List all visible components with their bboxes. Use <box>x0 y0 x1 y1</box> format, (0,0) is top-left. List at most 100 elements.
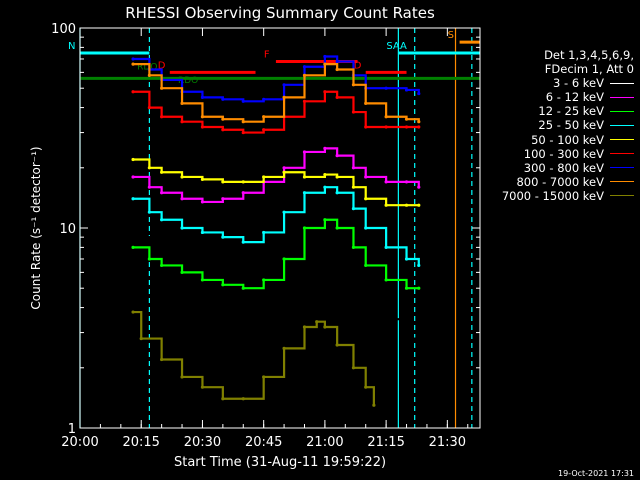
data-point <box>417 120 421 124</box>
y-axis-label: Count Rate (s⁻¹ detector⁻¹) <box>29 146 43 309</box>
data-point <box>351 166 356 170</box>
chart-title: RHESSI Observing Summary Count Rates <box>125 4 435 22</box>
data-point <box>131 175 135 179</box>
data-point <box>404 180 409 184</box>
data-point <box>147 257 151 261</box>
data-point <box>404 117 409 121</box>
flag-annotation: RDO <box>137 63 157 73</box>
data-point <box>282 170 286 174</box>
data-point <box>323 325 327 329</box>
y-tick-label: 10 <box>59 222 76 237</box>
data-point <box>180 175 184 179</box>
legend-swatch <box>610 153 634 155</box>
data-point <box>282 257 286 261</box>
legend-header-line-2: FDecim 1, Att 0 <box>544 62 634 77</box>
data-point <box>221 283 225 287</box>
x-tick-label: 21:15 <box>367 435 404 450</box>
data-point <box>364 286 368 290</box>
data-point <box>351 245 356 249</box>
data-point <box>335 175 339 179</box>
flag-label: D <box>354 60 362 71</box>
data-point <box>241 120 245 124</box>
data-point <box>323 90 327 94</box>
series-25-50keV <box>131 185 421 268</box>
data-point <box>351 83 356 87</box>
data-point <box>384 86 388 90</box>
series-100-300keV <box>131 90 421 135</box>
data-point <box>241 191 245 195</box>
data-point <box>384 278 388 282</box>
legend-header-line-1: Det 1,3,4,5,6,9, <box>544 48 634 62</box>
legend-swatch <box>610 110 634 112</box>
legend-label: 6 - 12 keV <box>545 90 604 105</box>
legend-item: 6 - 12 keV <box>434 90 634 104</box>
legend-item: 12 - 25 keV <box>434 104 634 118</box>
data-point <box>180 270 184 274</box>
legend-swatch <box>610 139 634 141</box>
data-point <box>147 73 151 77</box>
data-point <box>200 115 205 119</box>
x-tick-label: 20:45 <box>245 435 282 450</box>
legend-label: 7000 - 15000 keV <box>501 188 604 203</box>
data-point <box>262 128 266 132</box>
legend-swatch <box>610 181 634 183</box>
data-point <box>335 95 339 99</box>
legend-label: 800 - 7000 keV <box>516 174 604 189</box>
series-3-6keV <box>131 200 421 347</box>
legend-swatch <box>610 195 634 197</box>
legend-item: 300 - 800 keV <box>434 161 634 175</box>
data-point <box>351 207 356 211</box>
data-point <box>302 65 307 69</box>
data-point <box>323 54 327 59</box>
data-point <box>302 73 307 77</box>
data-point <box>417 91 421 96</box>
data-point <box>241 286 245 290</box>
data-point <box>200 230 205 235</box>
legend-swatch <box>610 96 634 98</box>
data-point <box>417 343 421 347</box>
flag-annotation: RDO <box>178 76 198 86</box>
data-point <box>200 286 205 290</box>
legend-item: 800 - 7000 keV <box>434 175 634 189</box>
x-tick-label: 20:00 <box>61 435 98 450</box>
series-line <box>133 310 375 406</box>
data-point <box>241 130 245 135</box>
data-point <box>221 97 225 101</box>
data-point <box>221 128 225 132</box>
series-800-7000keV <box>131 62 421 124</box>
series-12-25keV <box>131 218 421 290</box>
data-point <box>302 191 307 195</box>
data-point <box>384 115 388 119</box>
legend-item: 7000 - 15000 keV <box>434 189 634 203</box>
data-point <box>160 170 164 174</box>
data-point <box>160 263 164 268</box>
data-point <box>221 397 225 401</box>
data-point <box>160 86 164 90</box>
x-tick-label: 20:15 <box>122 435 159 450</box>
data-point <box>323 62 327 66</box>
data-point <box>364 226 368 230</box>
series-50-100keV <box>131 157 421 207</box>
data-point <box>384 125 388 129</box>
data-point <box>384 245 388 249</box>
data-point <box>323 146 327 151</box>
data-point <box>241 240 245 244</box>
data-point <box>262 115 266 119</box>
data-point <box>384 180 388 184</box>
data-point <box>147 166 151 170</box>
flag-label: S <box>448 30 454 41</box>
data-point <box>131 235 135 239</box>
data-point <box>180 226 184 230</box>
data-point <box>417 263 421 268</box>
data-point <box>131 57 135 61</box>
data-point <box>131 90 135 94</box>
data-point <box>404 203 409 207</box>
footer-date: 19-Oct-2021 17:31 <box>558 469 634 478</box>
data-point <box>180 120 184 124</box>
x-tick-label: 21:00 <box>306 435 343 450</box>
series-line <box>133 200 420 346</box>
data-point <box>200 95 205 99</box>
data-point <box>131 157 135 162</box>
data-point <box>404 336 409 341</box>
series-line <box>133 147 420 204</box>
